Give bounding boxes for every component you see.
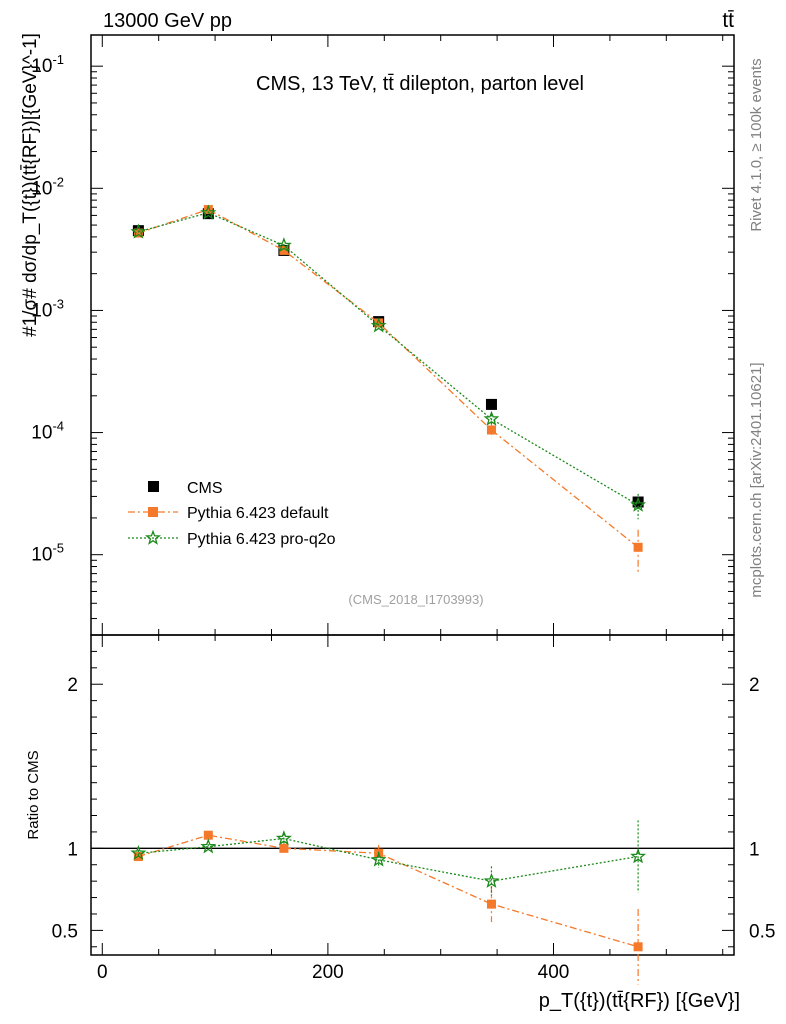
ratio-point-pythia-6-423-pro-q2o [630, 848, 647, 864]
main-line-pythia-6-423-default [138, 208, 639, 548]
legend-cms-label: CMS [187, 480, 223, 497]
rivet-label: Rivet 4.1.0, ≥ 100k events [748, 58, 765, 231]
ratio-point-pythia-6-423-default [279, 843, 289, 853]
ratio-y-tick-label: 0.5 [52, 921, 78, 942]
legend: CMS Pythia 6.423 default Pythia 6.423 pr… [128, 480, 336, 548]
ratio-y-axis-label-text: Ratio to CMS [25, 750, 42, 839]
x-tick-label: 200 [312, 962, 344, 983]
ratio-series [130, 820, 647, 985]
legend-item-pythia-proq2o: Pythia 6.423 pro-q2o [128, 529, 336, 548]
main-point-pythia-6-423-default [203, 205, 213, 215]
main-point-pythia-6-423-pro-q2o [630, 496, 647, 512]
ratio-y-tick-label-right: 0.5 [749, 921, 775, 942]
main-plot-title: CMS, 13 TeV, tt̄ dilepton, parton level [256, 73, 584, 95]
x-tick-labels: 0 200 400 [97, 962, 569, 983]
ratio-y-tick-label-right: 2 [749, 675, 760, 696]
ratio-line-pythia-6-423-default [138, 834, 639, 948]
main-point-pythia-6-423-pro-q2o [200, 204, 217, 220]
ratio-plot-frame [90, 634, 735, 956]
rivet-label-text: Rivet 4.1.0, ≥ 100k events [748, 58, 765, 231]
main-point-pythia-6-423-default [133, 228, 143, 238]
main-point-pythia-6-423-pro-q2o [275, 237, 292, 253]
legend-item-pythia-default: Pythia 6.423 default [128, 505, 329, 522]
main-point-pythia-6-423-default [633, 542, 643, 552]
x-tick-label: 400 [538, 962, 570, 983]
main-y-tick-label: 10-5 [31, 541, 64, 566]
main-point-pythia-6-423-default [279, 245, 289, 255]
main-y-axis-label-text: #1/σ# dσ/dp_T({t})(tt̄{RF})[{GeV}^-1] [20, 33, 41, 337]
legend-item-cms: CMS [148, 480, 223, 497]
main-point-pythia-6-423-default [374, 318, 384, 328]
ratio-y-tick-label: 1 [67, 839, 78, 860]
main-point-pythia-6-423-pro-q2o [483, 410, 500, 426]
ratio-y-tick-label: 2 [67, 675, 78, 696]
legend-cms-marker [148, 481, 159, 492]
ratio-axis-ticks [91, 635, 734, 955]
ratio-point-pythia-6-423-pro-q2o [483, 872, 500, 888]
ratio-point-pythia-6-423-default [203, 830, 213, 840]
main-point-pythia-6-423-default [486, 425, 496, 435]
legend-pythia-proq2o-marker [145, 529, 161, 545]
main-y-axis-label: #1/σ# dσ/dp_T({t})(tt̄{RF})[{GeV}^-1] [20, 33, 41, 337]
analysis-watermark: (CMS_2018_I1703993) [348, 592, 483, 607]
ratio-y-tick-label-right: 1 [749, 839, 760, 860]
main-axis-ticks [91, 35, 734, 635]
x-tick-label: 0 [97, 962, 108, 983]
mcplots-label-text: mcplots.cern.ch [arXiv:2401.10621] [748, 362, 765, 597]
main-point-pythia-6-423-pro-q2o [370, 317, 387, 333]
legend-pythia-default-marker [148, 507, 158, 517]
main-line-pythia-6-423-pro-q2o [138, 212, 639, 506]
ratio-point-pythia-6-423-default [633, 942, 643, 952]
legend-pythia-proq2o-label: Pythia 6.423 pro-q2o [187, 531, 336, 548]
ratio-point-pythia-6-423-pro-q2o [370, 851, 387, 867]
main-y-tick-label: 10-4 [31, 419, 64, 444]
ratio-point-pythia-6-423-pro-q2o [130, 844, 147, 860]
main-series [130, 204, 647, 574]
ratio-point-pythia-6-423-pro-q2o [275, 830, 292, 846]
ratio-point-pythia-6-423-default [486, 899, 496, 909]
main-point-cms [485, 398, 497, 410]
main-point-pythia-6-423-pro-q2o [130, 223, 147, 239]
main-y-tick-label: 10-2 [31, 174, 64, 199]
process-label: tt̄ [722, 9, 734, 32]
mcplots-label: mcplots.cern.ch [arXiv:2401.10621] [748, 362, 765, 597]
ratio-y-axis-label: Ratio to CMS [25, 750, 42, 839]
energy-label: 13000 GeV pp [103, 10, 232, 32]
ratio-point-pythia-6-423-pro-q2o [200, 838, 217, 854]
ratio-y-tick-labels: 0.5 0.5 1 1 2 2 [52, 675, 776, 942]
x-axis-label: p_T({t})(tt̄{RF}) [{GeV}] [539, 990, 740, 1012]
legend-pythia-default-label: Pythia 6.423 default [187, 505, 329, 522]
